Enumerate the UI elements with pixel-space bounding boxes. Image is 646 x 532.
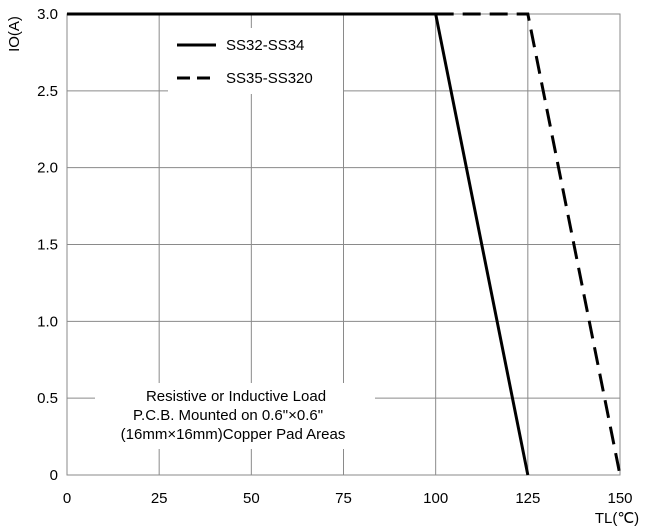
- x-tick-label: 75: [335, 490, 352, 507]
- tick-labels: 0 25 50 75 100 125 150 0 0.5 1.0 1.5 2.0 2.5 3.0: [37, 6, 632, 507]
- y-tick-label: 3.0: [37, 6, 58, 23]
- y-tick-label: 1.5: [37, 237, 58, 254]
- series-lines: [67, 12, 622, 476]
- legend-background: [168, 28, 343, 94]
- annotation-line-1: Resistive or Inductive Load: [146, 388, 326, 405]
- annotation-line-3: (16mm×16mm)Copper Pad Areas: [121, 426, 346, 443]
- x-axis-label: TL(℃): [595, 510, 639, 527]
- annotation-line-2: P.C.B. Mounted on 0.6"×0.6": [133, 407, 323, 424]
- annotation-background: [95, 383, 375, 449]
- y-tick-label: 0.5: [37, 390, 58, 407]
- y-axis-label: IO(A): [6, 16, 23, 52]
- annotation: Resistive or Inductive Load P.C.B. Mounte…: [95, 383, 375, 449]
- legend-label-1: SS32-SS34: [226, 37, 304, 54]
- y-tick-label: 0: [50, 467, 58, 484]
- y-tick-label: 2.0: [37, 160, 58, 177]
- x-tick-label: 150: [607, 490, 632, 507]
- x-tick-label: 125: [515, 490, 540, 507]
- y-tick-label: 1.0: [37, 313, 58, 330]
- x-tick-label: 25: [151, 490, 168, 507]
- series-line-2: [435, 12, 622, 476]
- x-tick-label: 0: [63, 490, 71, 507]
- y-tick-label: 2.5: [37, 83, 58, 100]
- legend-label-2: SS35-SS320: [226, 70, 313, 87]
- legend: SS32-SS34 SS35-SS320: [168, 28, 343, 94]
- x-tick-label: 50: [243, 490, 260, 507]
- x-tick-label: 100: [423, 490, 448, 507]
